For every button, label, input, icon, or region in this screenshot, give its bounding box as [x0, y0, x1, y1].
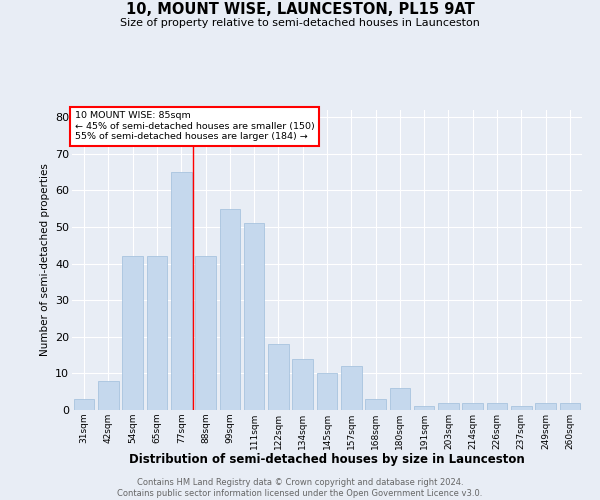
Bar — [438, 402, 459, 410]
Bar — [171, 172, 191, 410]
Bar — [560, 402, 580, 410]
Bar — [341, 366, 362, 410]
Bar — [244, 224, 265, 410]
Bar — [268, 344, 289, 410]
Bar — [98, 380, 119, 410]
Bar — [122, 256, 143, 410]
Bar — [365, 399, 386, 410]
Bar — [389, 388, 410, 410]
Text: Size of property relative to semi-detached houses in Launceston: Size of property relative to semi-detach… — [120, 18, 480, 28]
Bar — [511, 406, 532, 410]
Bar — [317, 374, 337, 410]
Y-axis label: Number of semi-detached properties: Number of semi-detached properties — [40, 164, 50, 356]
Bar — [487, 402, 508, 410]
Bar — [74, 399, 94, 410]
Bar — [220, 209, 240, 410]
Bar — [292, 359, 313, 410]
Text: Distribution of semi-detached houses by size in Launceston: Distribution of semi-detached houses by … — [129, 452, 525, 466]
Bar — [195, 256, 216, 410]
Text: 10 MOUNT WISE: 85sqm
← 45% of semi-detached houses are smaller (150)
55% of semi: 10 MOUNT WISE: 85sqm ← 45% of semi-detac… — [74, 112, 314, 142]
Text: Contains HM Land Registry data © Crown copyright and database right 2024.
Contai: Contains HM Land Registry data © Crown c… — [118, 478, 482, 498]
Bar — [146, 256, 167, 410]
Bar — [535, 402, 556, 410]
Bar — [463, 402, 483, 410]
Text: 10, MOUNT WISE, LAUNCESTON, PL15 9AT: 10, MOUNT WISE, LAUNCESTON, PL15 9AT — [125, 2, 475, 18]
Bar — [414, 406, 434, 410]
